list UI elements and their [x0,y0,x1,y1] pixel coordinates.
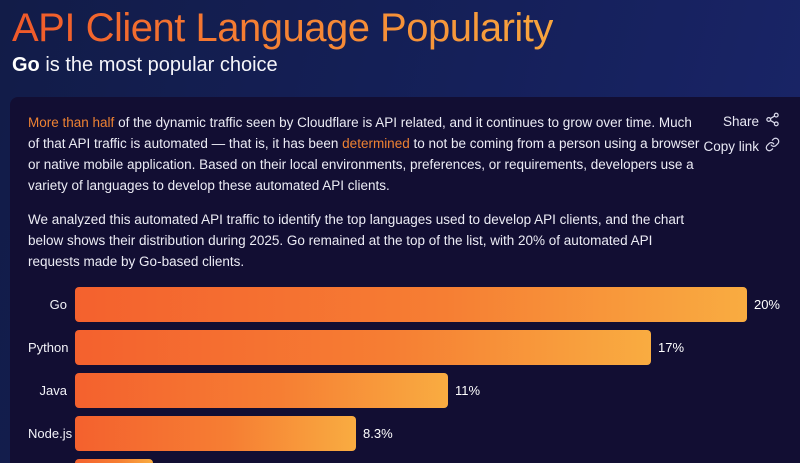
card-top: More than half of the dynamic traffic se… [28,112,780,272]
paragraph-1-segment-2: to not be coming from a person using a b… [28,136,700,193]
value-label: 20% [753,297,780,312]
share-button[interactable]: Share [723,112,780,130]
bar-chart: Go 20% Python 17% Java 11% Node.js 8.3% .NET2.3% [28,287,780,463]
share-icon [765,112,780,130]
chart-row: Node.js 8.3% [28,416,780,451]
paragraph-1: More than half of the dynamic traffic se… [28,112,704,196]
share-button-label: Share [722,113,759,129]
subtitle-highlight: Go [12,54,40,76]
chart-row: Python 17% [28,330,780,365]
value-label: 17% [658,340,685,355]
bar [75,373,448,408]
page-subtitle: Go is the most popular choice [12,54,800,77]
share-actions: Share Copy link [703,112,780,155]
chart-row: .NET2.3% [28,459,780,463]
more-than-half-link[interactable]: More than half [28,115,115,130]
page-title: API Client Language Popularity [12,6,553,50]
determined-link[interactable]: determined [342,136,410,151]
copy-link-button[interactable]: Copy link [703,137,780,155]
chart-row: Java 11% [28,373,780,408]
article-text: More than half of the dynamic traffic se… [28,112,704,272]
bar [75,287,747,322]
category-label: Go [49,297,67,312]
paragraph-2: We analyzed this automated API traffic t… [28,212,685,269]
category-label: Node.js [28,426,73,441]
paragraph-1-segment-1: of the dynamic traffic seen by Cloudflar… [28,115,692,151]
content-card: More than half of the dynamic traffic se… [10,97,800,463]
bar [75,416,356,451]
category-label: Python [28,340,69,355]
copy-link-button-label: Copy link [703,138,759,154]
subtitle-rest: is the most popular choice [39,54,278,76]
value-label: 8.3% [363,426,393,441]
category-label: Java [39,383,67,398]
page-header: API Client Language Popularity Go is the… [0,0,800,77]
value-label: 11% [455,383,481,398]
chart-row: Go 20% [28,287,780,322]
bar [75,330,651,365]
link-icon [765,137,780,155]
bar [75,459,153,463]
